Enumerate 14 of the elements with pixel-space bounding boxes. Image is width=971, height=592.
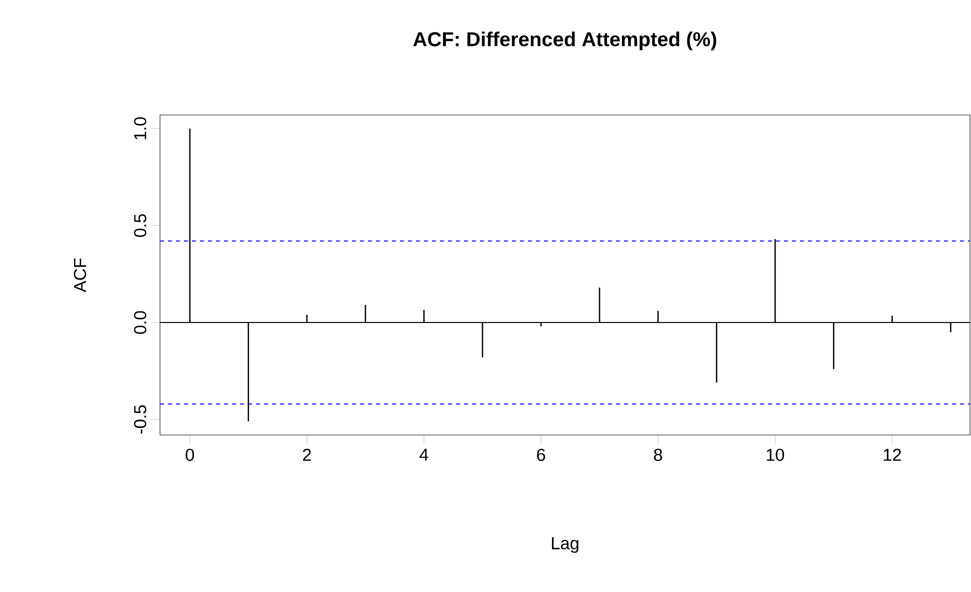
y-axis-title: ACF xyxy=(74,258,86,292)
y-tick-label: 1.0 xyxy=(134,117,146,140)
x-tick-label: 6 xyxy=(537,448,546,461)
x-tick-label: 12 xyxy=(884,448,901,461)
x-axis-title: Lag xyxy=(552,537,578,553)
x-tick-label: 4 xyxy=(420,448,428,461)
x-tick-label: 10 xyxy=(766,448,784,461)
x-tick-label: 2 xyxy=(302,448,311,461)
y-tick-label: -0.5 xyxy=(134,405,146,434)
x-tick-label: 0 xyxy=(186,448,194,461)
y-tick-label: 0.5 xyxy=(134,214,146,237)
x-tick-label: 8 xyxy=(654,448,662,461)
chart-title: ACF: Differenced Attempted (%) xyxy=(413,32,716,50)
y-tick-label: 0.0 xyxy=(134,311,146,334)
